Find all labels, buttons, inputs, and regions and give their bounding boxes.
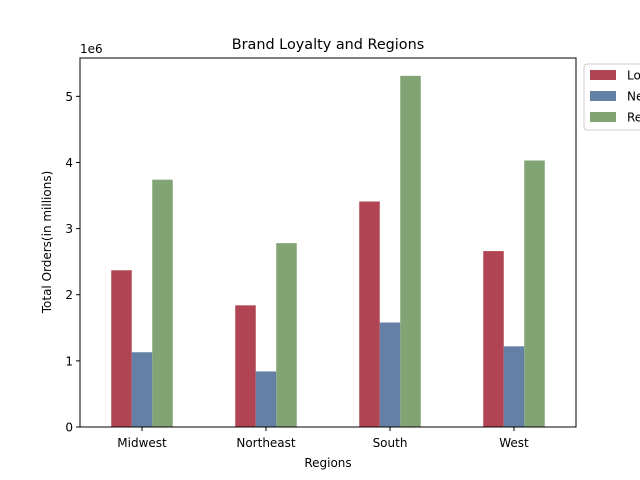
y-offset-label: 1e6 (80, 42, 103, 56)
y-axis-title: Total Orders(in millions) (40, 171, 54, 315)
legend-label: Lo (627, 69, 640, 83)
legend-swatch (590, 91, 616, 101)
y-tick-label: 0 (65, 421, 73, 435)
legend-label: Ne (627, 90, 640, 104)
bar-south-series-2 (379, 322, 401, 427)
bar-west-series-3 (524, 160, 545, 427)
bar-midwest-series-1 (111, 270, 132, 427)
bar-south-series-3 (400, 75, 421, 427)
plot-area: Midwest Northeast South West 0 1 2 3 4 5 (65, 75, 545, 450)
y-tick-label: 1 (65, 354, 73, 368)
legend: Lo Ne Re (583, 63, 640, 131)
bar-midwest-series-2 (131, 352, 153, 427)
bar-northeast-series-1 (235, 305, 256, 427)
legend-swatch (590, 112, 616, 122)
y-tick-label: 4 (65, 156, 73, 170)
x-tick-label: South (373, 436, 408, 450)
bar-northeast-series-3 (276, 243, 297, 427)
bar-west-series-2 (503, 346, 525, 427)
legend-swatch (590, 70, 616, 80)
bar-northeast-series-2 (255, 371, 277, 427)
x-axis-title: Regions (304, 456, 351, 470)
legend-label: Re (627, 111, 640, 125)
y-tick-label: 5 (65, 90, 73, 104)
bar-midwest-series-3 (152, 179, 173, 427)
y-tick-label: 3 (65, 222, 73, 236)
bar-south-series-1 (359, 201, 380, 427)
y-tick-label: 2 (65, 288, 73, 302)
plot-frame (79, 57, 577, 428)
chart-title: Brand Loyalty and Regions (232, 37, 424, 53)
x-tick-label: Midwest (117, 436, 167, 450)
bar-west-series-1 (483, 251, 504, 427)
x-tick-label: West (499, 436, 529, 450)
x-tick-label: Northeast (236, 436, 296, 450)
